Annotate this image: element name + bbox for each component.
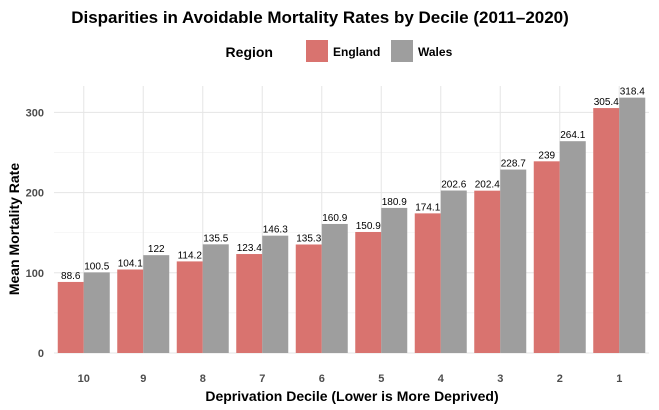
data-label-wales-decile-4: 202.6 [441,180,466,191]
bar-wales-decile-5 [381,207,408,353]
y-axis-title: Mean Mortality Rate [6,163,22,295]
bars [57,97,646,353]
bar-wales-decile-4 [440,190,467,353]
data-label-england-decile-4: 174.1 [415,202,440,213]
bar-england-decile-4 [414,213,441,353]
x-tick-label: 5 [378,373,384,385]
data-label-england-decile-6: 135.3 [296,233,321,244]
x-tick-label: 10 [78,373,90,385]
y-tick-label: 100 [26,268,44,280]
data-label-england-decile-8: 114.2 [178,250,203,261]
x-axis-title: Deprivation Decile (Lower is More Depriv… [205,388,498,404]
x-tick-label: 3 [497,373,503,385]
bar-england-decile-8 [176,261,203,353]
y-tick-label: 300 [26,107,44,119]
bar-england-decile-5 [355,231,382,353]
bar-wales-decile-3 [500,169,527,353]
x-tick-label: 9 [140,373,146,385]
bar-england-decile-7 [236,254,263,353]
x-tick-label: 1 [616,373,622,385]
x-tick-label: 8 [200,373,206,385]
data-label-wales-decile-1: 318.4 [620,87,645,98]
bar-wales-decile-10 [83,272,110,353]
legend-label-wales: Wales [418,45,453,59]
legend-key-england [306,40,328,62]
x-tick-label: 4 [438,373,445,385]
data-label-england-decile-10: 88.6 [61,271,81,282]
bar-wales-decile-2 [559,141,586,353]
y-tick-label: 200 [26,188,44,200]
bar-england-decile-6 [295,244,322,353]
bar-wales-decile-8 [202,244,229,353]
data-label-wales-decile-3: 228.7 [501,159,526,170]
data-label-wales-decile-7: 146.3 [263,225,288,236]
legend-key-wales [391,40,413,62]
legend: Region England Wales [226,40,453,62]
bar-wales-decile-9 [143,255,170,353]
data-label-wales-decile-8: 135.5 [203,233,228,244]
bar-wales-decile-1 [619,97,646,353]
y-tick-label: 0 [38,348,44,360]
data-label-england-decile-3: 202.4 [475,180,500,191]
x-tick-label: 6 [319,373,325,385]
data-label-england-decile-2: 239 [538,150,555,161]
data-label-wales-decile-9: 122 [148,244,165,255]
data-label-england-decile-9: 104.1 [118,259,143,270]
legend-title: Region [226,44,273,60]
bar-wales-decile-6 [321,223,348,353]
bar-england-decile-1 [593,108,620,353]
legend-label-england: England [333,45,380,59]
bar-wales-decile-7 [262,235,289,353]
data-label-wales-decile-6: 160.9 [322,213,347,224]
data-label-wales-decile-5: 180.9 [382,197,407,208]
data-label-wales-decile-2: 264.1 [560,130,585,141]
data-label-england-decile-7: 123.4 [237,243,262,254]
chart-title: Disparities in Avoidable Mortality Rates… [71,8,569,27]
bar-england-decile-2 [533,161,560,353]
data-label-england-decile-1: 305.4 [594,97,619,108]
x-tick-label: 7 [259,373,265,385]
bar-england-decile-3 [474,190,501,353]
bar-england-decile-9 [117,269,144,353]
bar-england-decile-10 [57,281,84,353]
data-label-wales-decile-10: 100.5 [84,261,109,272]
x-axis-ticks: 10 9 8 7 6 5 4 3 2 1 [78,373,623,385]
y-axis-ticks: 0 100 200 300 [26,107,44,360]
data-label-england-decile-5: 150.9 [356,221,381,232]
x-tick-label: 2 [557,373,563,385]
